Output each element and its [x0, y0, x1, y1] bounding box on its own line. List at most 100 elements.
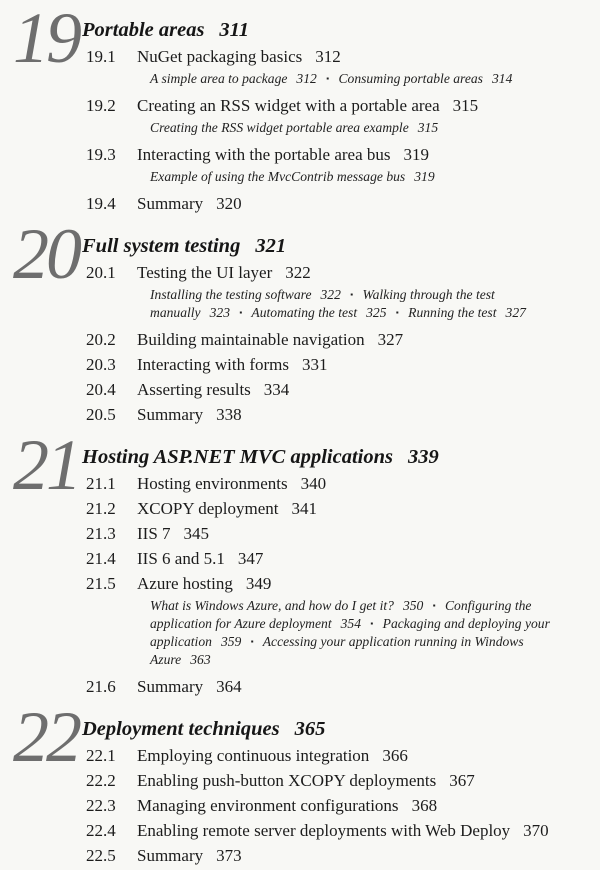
toc-section-row: 21.3 IIS 7 345 — [0, 521, 600, 546]
section-title: IIS 6 and 5.1 347 — [137, 546, 263, 571]
toc-section-row: 19.3 Interacting with the portable area … — [0, 142, 600, 167]
section-title-text: Summary — [137, 194, 204, 213]
subsection-page-number: 319 — [414, 169, 435, 184]
section-title: Interacting with forms 331 — [137, 352, 328, 377]
chapter-entries: 22.1 Employing continuous integration 366… — [0, 743, 600, 868]
toc-section-row: 19.1 NuGet packaging basics 312 — [0, 44, 600, 69]
section-page-number: 312 — [315, 47, 341, 66]
subsection-page-number: 363 — [190, 652, 211, 667]
section-title: Summary 364 — [137, 674, 242, 699]
chapter-number: 21 — [13, 425, 82, 505]
subsection-title: A simple area to package — [150, 71, 288, 86]
subsection-group: Installing the testing software 322 ▪ Wal… — [150, 286, 565, 322]
bullet-separator-icon: ▪ — [370, 619, 374, 628]
section-title-text: Testing the UI layer — [137, 263, 273, 282]
toc-section-row: 20.4 Asserting results 334 — [0, 377, 600, 402]
subsection-group: Example of using the MvcContrib message … — [150, 168, 565, 186]
section-page-number: 366 — [382, 746, 408, 765]
chapter-page-number: 311 — [219, 19, 250, 41]
toc-section-row: 22.2 Enabling push-button XCOPY deployme… — [0, 768, 600, 793]
section-number: 22.5 — [86, 846, 116, 865]
subsection-page-number: 325 — [366, 305, 387, 320]
section-number: 21.6 — [86, 677, 116, 696]
section-page-number: 341 — [291, 499, 318, 518]
section-page-number: 368 — [411, 796, 438, 815]
subsection-title: Installing the testing software — [150, 287, 312, 302]
toc-section-row: 22.4 Enabling remote server deployments … — [0, 818, 600, 843]
toc-section-row: 20.3 Interacting with forms 331 — [0, 352, 600, 377]
toc-section-row: 20.2 Building maintainable navigation 327 — [0, 327, 600, 352]
section-title-text: Enabling remote server deployments with … — [137, 821, 511, 840]
section-number: 21.3 — [86, 524, 116, 543]
section-title: Employing continuous integration 366 — [137, 743, 408, 768]
section-title: NuGet packaging basics 312 — [137, 44, 341, 69]
section-number: 22.3 — [86, 796, 116, 815]
subsection-title: Creating the RSS widget portable area ex… — [150, 120, 409, 135]
subsection-title: Automating the test — [251, 305, 358, 320]
section-page-number: 319 — [403, 145, 429, 164]
section-page-number: 349 — [245, 574, 272, 593]
section-page-number: 370 — [523, 821, 549, 840]
section-title-text: Summary — [137, 405, 204, 424]
chapter-title: Hosting ASP.NET MVC applications 339 — [82, 443, 600, 471]
section-title-text: Interacting with the portable area bus — [137, 145, 391, 164]
bullet-separator-icon: ▪ — [239, 308, 243, 317]
chapter-title-text: Portable areas — [82, 19, 205, 41]
section-title-text: Summary — [137, 846, 204, 865]
section-title-text: Employing continuous integration — [137, 746, 370, 765]
chapter-number: 19 — [13, 0, 82, 78]
chapter-block: 21 Hosting ASP.NET MVC applications 339 2… — [0, 429, 600, 699]
section-page-number: 347 — [237, 549, 264, 568]
section-number: 20.2 — [86, 330, 116, 349]
chapter-entries: 21.1 Hosting environments 340 21.2 XCOPY … — [0, 471, 600, 699]
section-number: 19.3 — [86, 145, 116, 164]
subsection-page-number: 312 — [296, 71, 317, 86]
section-title: Interacting with the portable area bus 31… — [137, 142, 429, 167]
subsection-title: Running the test — [408, 305, 497, 320]
section-title: Enabling push-button XCOPY deployments 36… — [137, 768, 475, 793]
section-title-text: NuGet packaging basics — [137, 47, 303, 66]
subsection-title: Packaging and deploying your application — [150, 616, 550, 649]
section-page-number: 327 — [377, 330, 404, 349]
section-title-text: Interacting with forms — [137, 355, 290, 374]
section-title-text: Managing environment configurations — [137, 796, 399, 815]
toc-section-row: 22.5 Summary 373 — [0, 843, 600, 868]
chapter-title-text: Hosting ASP.NET MVC applications — [82, 446, 393, 468]
section-page-number: 320 — [216, 194, 242, 213]
section-number: 21.4 — [86, 549, 116, 568]
chapter-entries: 20.1 Testing the UI layer 322 Installing … — [0, 260, 600, 427]
toc-section-row: 21.6 Summary 364 — [0, 674, 600, 699]
section-title: Hosting environments 340 — [137, 471, 326, 496]
section-title: Building maintainable navigation 327 — [137, 327, 403, 352]
section-page-number: 345 — [183, 524, 210, 543]
toc-section-row: 21.4 IIS 6 and 5.1 347 — [0, 546, 600, 571]
subsection-title: Accessing your application running in Wi… — [150, 634, 524, 667]
chapter-block: 20 Full system testing 321 20.1 Testing t… — [0, 218, 600, 427]
section-title: Summary 320 — [137, 191, 242, 216]
toc-section-row: 19.2 Creating an RSS widget with a porta… — [0, 93, 600, 118]
section-page-number: 367 — [449, 771, 475, 790]
bullet-separator-icon: ▪ — [395, 308, 399, 317]
section-title-text: Azure hosting — [137, 574, 233, 593]
section-page-number: 322 — [285, 263, 311, 282]
chapter-title: Portable areas 311 — [82, 16, 600, 44]
section-title: Azure hosting 349 — [137, 571, 271, 596]
section-number: 20.1 — [86, 263, 116, 282]
toc-section-row: 21.5 Azure hosting 349 — [0, 571, 600, 596]
chapter-page-number: 321 — [255, 235, 287, 257]
subsection-page-number: 350 — [402, 598, 424, 613]
subsection-page-number: 322 — [320, 287, 341, 302]
section-page-number: 338 — [216, 405, 242, 424]
section-number: 20.5 — [86, 405, 116, 424]
section-number: 19.2 — [86, 96, 116, 115]
subsection-title: What is Windows Azure, and how do I get … — [150, 598, 394, 613]
subsection-title: Consuming portable areas — [338, 71, 483, 86]
section-number: 19.1 — [86, 47, 116, 66]
section-title: IIS 7 345 — [137, 521, 209, 546]
subsection-page-number: 323 — [209, 305, 230, 320]
bullet-separator-icon: ▪ — [432, 601, 436, 610]
section-title-text: Building maintainable navigation — [137, 330, 365, 349]
section-title: Summary 373 — [137, 843, 242, 868]
